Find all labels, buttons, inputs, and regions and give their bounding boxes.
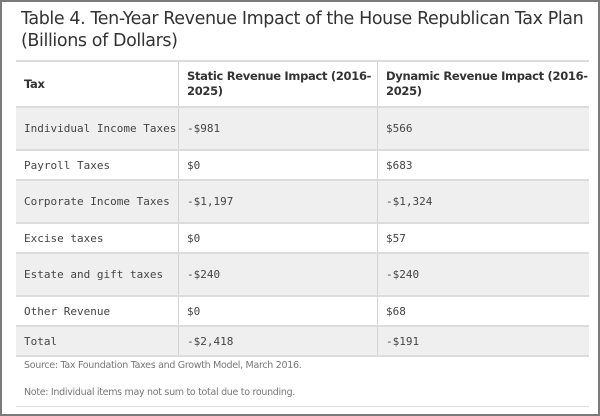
revenue-impact-table: Tax Static Revenue Impact (2016-2025) Dy…	[16, 60, 589, 357]
tax-name-cell: Excise taxes	[16, 222, 179, 253]
static-impact-cell: $0	[178, 295, 378, 326]
table-row: Excise taxes $0 $57	[16, 222, 589, 253]
tax-name-cell: Individual Income Taxes	[16, 106, 179, 150]
dynamic-impact-cell: -$191	[377, 325, 589, 357]
table-row: Other Revenue $0 $68	[16, 295, 589, 326]
header-tax: Tax	[16, 60, 179, 107]
dynamic-impact-cell: $57	[377, 222, 589, 253]
dynamic-impact-cell: $68	[377, 295, 589, 326]
static-impact-cell: -$240	[178, 252, 378, 296]
dynamic-impact-cell: -$1,324	[377, 179, 589, 223]
table-row: Corporate Income Taxes -$1,197 -$1,324	[16, 179, 589, 223]
table-total-row: Total -$2,418 -$191	[16, 325, 589, 357]
header-static-impact: Static Revenue Impact (2016-2025)	[178, 60, 378, 107]
tax-name-cell: Corporate Income Taxes	[16, 179, 179, 223]
tax-name-cell: Estate and gift taxes	[16, 252, 179, 296]
static-impact-cell: -$981	[178, 106, 378, 150]
static-impact-cell: -$1,197	[178, 179, 378, 223]
table-notes: Source: Tax Foundation Taxes and Growth …	[24, 354, 589, 408]
tax-name-cell: Payroll Taxes	[16, 149, 179, 180]
dynamic-impact-cell: -$240	[377, 252, 589, 296]
table-row: Payroll Taxes $0 $683	[16, 149, 589, 180]
table-row: Individual Income Taxes -$981 $566	[16, 106, 589, 150]
tax-name-cell: Total	[16, 325, 179, 357]
dynamic-impact-cell: $683	[377, 149, 589, 180]
static-impact-cell: $0	[178, 149, 378, 180]
rounding-note: Note: Individual items may not sum to to…	[24, 387, 296, 398]
dynamic-impact-cell: $566	[377, 106, 589, 150]
bottom-divider	[16, 406, 589, 407]
table-header-row: Tax Static Revenue Impact (2016-2025) Dy…	[16, 60, 589, 107]
table-title: Table 4. Ten-Year Revenue Impact of the …	[21, 9, 584, 51]
table-row: Estate and gift taxes -$240 -$240	[16, 252, 589, 296]
tax-name-cell: Other Revenue	[16, 295, 179, 326]
header-dynamic-impact: Dynamic Revenue Impact (2016-2025)	[377, 60, 589, 107]
source-note: Source: Tax Foundation Taxes and Growth …	[24, 360, 302, 371]
static-impact-cell: $0	[178, 222, 378, 253]
static-impact-cell: -$2,418	[178, 325, 378, 357]
